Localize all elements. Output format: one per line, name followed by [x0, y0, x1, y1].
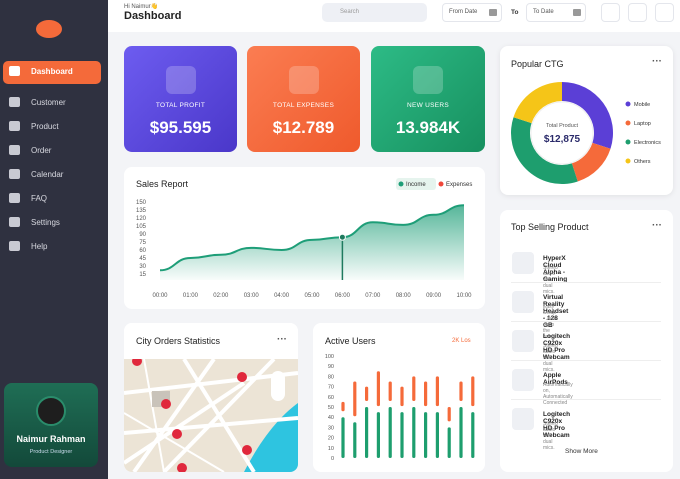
- stat-value: $12.789: [272, 118, 335, 137]
- product-image: [512, 369, 534, 391]
- menu-item[interactable]: Customer: [31, 98, 66, 107]
- to-text: To: [511, 9, 519, 16]
- menu-item[interactable]: Dashboard: [31, 67, 73, 76]
- product-name: Logitech C920x HD Pro Webcam: [543, 333, 571, 361]
- zoom-control[interactable]: [271, 371, 285, 401]
- top-title: Top Selling Product: [511, 222, 589, 232]
- search-box[interactable]: Search: [322, 3, 427, 22]
- stat-value: $95.595: [149, 118, 212, 137]
- stat-label: NEW USERS: [406, 102, 450, 109]
- divider: [511, 321, 661, 322]
- menu-icon: [9, 241, 20, 251]
- menu-icon: [9, 121, 20, 131]
- more-button[interactable]: ···: [652, 56, 662, 67]
- menu-item[interactable]: Order: [31, 146, 52, 155]
- stat-label: TOTAL EXPENSES: [272, 102, 335, 109]
- city-title: City Orders Statistics: [136, 336, 221, 346]
- sales-title: Sales Report: [136, 179, 189, 189]
- product-desc: Easy Setup - Just open the box: [543, 304, 557, 340]
- stat-card: NEW USERS 13.984K: [371, 46, 485, 152]
- menu-item[interactable]: Help: [31, 242, 48, 251]
- product-desc: Stereo audio with dual mics.: [543, 421, 558, 451]
- divider: [511, 360, 661, 361]
- from-date[interactable]: From Date: [442, 3, 502, 22]
- product-image: [512, 330, 534, 352]
- more-button[interactable]: ···: [652, 220, 662, 231]
- product-name: Logitech C920x HD Pro Webcam: [543, 411, 571, 439]
- menu-icon: [9, 217, 20, 227]
- divider: [511, 282, 661, 283]
- menu-item[interactable]: Product: [31, 122, 59, 131]
- menu-item[interactable]: Calendar: [31, 170, 64, 179]
- theme-button[interactable]: [601, 3, 620, 22]
- product-image: [512, 252, 534, 274]
- product-desc: Stereo audio with dual mics.: [543, 265, 558, 295]
- search-text: Search: [340, 9, 360, 15]
- menu-item[interactable]: Settings: [31, 218, 60, 227]
- product-desc: Stereo audio with dual mics.: [543, 343, 558, 373]
- stat-card: TOTAL EXPENSES $12.789: [247, 46, 360, 152]
- product-desc: Automatically on, Automatically Connecte…: [543, 382, 573, 406]
- divider: [511, 399, 661, 400]
- stat-value: 13.984K: [395, 118, 461, 137]
- menu-icon: [9, 169, 20, 179]
- show-more[interactable]: Show More: [565, 448, 598, 455]
- city-head: [124, 323, 298, 359]
- map: [124, 356, 298, 472]
- menu-active[interactable]: [3, 61, 101, 84]
- greeting: Hi Naimur👋: [124, 4, 159, 10]
- menu-icon: [9, 66, 20, 76]
- notify-button[interactable]: [628, 3, 647, 22]
- profile-card[interactable]: Naimur Rahman Product Designer: [4, 383, 98, 467]
- product-name: Apple AirPods: [543, 372, 568, 386]
- logo: [36, 20, 62, 38]
- product-image: [512, 291, 534, 313]
- map-roads: [124, 357, 298, 472]
- legend-box: [396, 178, 436, 190]
- calendar-icon: [573, 9, 581, 16]
- stat-card: TOTAL PROFIT $95.595: [124, 46, 237, 152]
- menu-icon: [9, 145, 20, 155]
- map-pins: [132, 356, 252, 472]
- logout-button[interactable]: [655, 3, 674, 22]
- profile-name: Naimur Rahman: [16, 434, 86, 444]
- stat-icon: [289, 66, 319, 94]
- more-button[interactable]: ···: [277, 334, 287, 345]
- users-title: Active Users: [325, 336, 376, 346]
- page-title: Dashboard: [124, 10, 182, 22]
- stat-icon: [166, 66, 196, 94]
- product-name: HyperX Cloud Alpha - Gaming: [543, 255, 568, 283]
- stat-icon: [413, 66, 443, 94]
- map-roads: [124, 358, 225, 472]
- product-name: Virtual Reality Headset - 128 GB: [543, 294, 569, 329]
- menu-icon: [9, 97, 20, 107]
- to-date-text: To Date: [533, 9, 554, 15]
- menu-icon: [9, 193, 20, 203]
- stat-label: TOTAL PROFIT: [155, 102, 206, 109]
- users-badge: 2K Los: [452, 338, 471, 344]
- to-date[interactable]: To Date: [526, 3, 586, 22]
- calendar-icon: [489, 9, 497, 16]
- avatar: [36, 396, 66, 426]
- ctg-title: Popular CTG: [511, 59, 564, 69]
- menu-item[interactable]: FAQ: [31, 194, 48, 203]
- product-image: [512, 408, 534, 430]
- profile-role: Product Designer: [29, 449, 73, 455]
- from-date-text: From Date: [449, 9, 478, 15]
